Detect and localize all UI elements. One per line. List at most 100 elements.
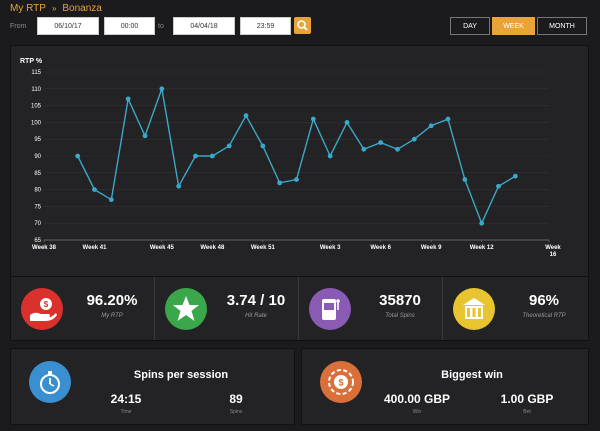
- svg-text:$: $: [44, 300, 49, 309]
- period-week-button[interactable]: WEEK: [492, 17, 535, 35]
- stat-label: My RTP: [101, 313, 123, 319]
- x-tick-label: 16: [550, 252, 557, 258]
- stat-theoretical-rtp: 96% Theoretical RTP: [443, 277, 587, 340]
- period-month-button[interactable]: MONTH: [537, 17, 587, 35]
- x-tick-label: Week 45: [150, 245, 175, 251]
- rtp-data-point: [108, 197, 114, 203]
- y-axis-label: RTP %: [20, 58, 43, 65]
- rtp-data-point: [176, 183, 182, 189]
- biggest-bet-label: Bet: [523, 409, 531, 415]
- x-tick-label: Week 9: [421, 245, 442, 251]
- rtp-data-point: [428, 123, 434, 129]
- rtp-data-point: [378, 140, 384, 145]
- rtp-data-point: [226, 143, 232, 149]
- y-tick-label: 110: [31, 87, 41, 93]
- rtp-line-chart: 65 70 75 80 85 90 95 100 105 110 115 Week 38 Week 4…: [20, 58, 561, 258]
- to-date-input[interactable]: 04/04/18: [173, 17, 235, 35]
- rtp-data-point: [75, 153, 81, 159]
- session-title: Spins per session: [133, 369, 229, 381]
- rtp-data-point: [496, 183, 501, 189]
- rtp-data-point: [327, 153, 333, 159]
- rtp-data-point: [479, 220, 485, 226]
- x-tick-label: Week 12: [470, 245, 495, 251]
- rtp-data-point: [361, 146, 367, 152]
- y-tick-label: 80: [34, 188, 41, 194]
- from-time-input[interactable]: 00:00: [104, 17, 155, 35]
- y-tick-label: 90: [34, 154, 41, 160]
- y-tick-label: 70: [34, 221, 41, 227]
- x-tick-label: Week 48: [200, 245, 225, 251]
- stopwatch-icon: [29, 361, 71, 403]
- stat-value: 3.74 / 10: [226, 292, 286, 309]
- rtp-data-point: [277, 180, 283, 186]
- to-label: to: [158, 23, 164, 30]
- stat-my-rtp: $ 96.20% My RTP: [11, 277, 155, 340]
- search-icon: [297, 20, 308, 31]
- rtp-data-point: [193, 153, 198, 159]
- from-date-input[interactable]: 06/10/17: [37, 17, 99, 35]
- casino-chip-icon: $: [320, 361, 362, 403]
- breadcrumb-root[interactable]: My RTP: [10, 3, 46, 14]
- stat-value: 96.20%: [86, 292, 138, 309]
- x-tick-label: Week: [545, 245, 561, 251]
- slot-machine-icon: [309, 288, 351, 330]
- biggest-bet-value: 1.00 GBP: [500, 392, 554, 406]
- rtp-data-point: [294, 177, 299, 182]
- x-tick-label: Week 41: [83, 245, 108, 251]
- rtp-chart-panel: 65 70 75 80 85 90 95 100 105 110 115 Week 38 Week 4…: [10, 45, 589, 277]
- rtp-data-point: [512, 173, 518, 179]
- rtp-data-point: [209, 153, 215, 159]
- rtp-data-point: [395, 146, 400, 152]
- breadcrumb: My RTP » Bonanza: [10, 3, 102, 14]
- stat-label: Hit Rate: [245, 313, 267, 319]
- search-button[interactable]: [294, 17, 311, 34]
- spins-per-session-panel: Spins per session 24:15 Time 89 Spins: [10, 348, 295, 425]
- stat-value: 96%: [528, 292, 560, 309]
- rtp-data-point: [445, 116, 451, 122]
- y-tick-label: 115: [31, 70, 41, 76]
- session-spins-label: Spins: [229, 409, 243, 415]
- rtp-data-point: [344, 120, 350, 125]
- x-tick-label: Week 38: [32, 245, 57, 251]
- to-time-input[interactable]: 23:59: [240, 17, 291, 35]
- biggest-win-label: Win: [412, 409, 422, 415]
- date-filter-bar: From 06/10/17 00:00 to 04/04/18 23:59 DA…: [10, 17, 590, 37]
- session-spins-value: 89: [229, 392, 243, 406]
- session-time-value: 24:15: [110, 392, 142, 406]
- rtp-data-point: [411, 136, 417, 142]
- session-time-label: Time: [120, 409, 132, 415]
- rtp-data-point: [125, 96, 131, 102]
- rtp-data-point: [92, 187, 97, 193]
- svg-text:$: $: [338, 378, 343, 388]
- breadcrumb-separator: »: [51, 4, 57, 13]
- y-tick-label: 75: [34, 204, 41, 210]
- rtp-data-point: [142, 133, 148, 139]
- x-tick-label: Week 51: [251, 245, 276, 251]
- y-tick-label: 95: [34, 137, 41, 143]
- stat-total-spins: 35870 Total Spins: [299, 277, 443, 340]
- y-tick-label: 85: [34, 171, 41, 177]
- building-icon: [453, 288, 495, 330]
- stat-value: 35870: [379, 292, 421, 309]
- x-tick-label: Week 6: [370, 245, 391, 251]
- biggest-win-panel: $ Biggest win 400.00 GBP Win 1.00 GBP Be…: [301, 348, 589, 425]
- y-tick-label: 100: [31, 120, 42, 126]
- y-tick-label: 65: [34, 238, 41, 244]
- stat-label: Total Spins: [385, 313, 415, 319]
- rtp-data-point: [310, 116, 316, 122]
- rtp-data-point: [159, 86, 165, 92]
- period-day-button[interactable]: DAY: [450, 17, 490, 35]
- y-tick-label: 105: [31, 104, 42, 110]
- breadcrumb-current: Bonanza: [62, 3, 102, 14]
- hand-coin-icon: $: [21, 288, 63, 330]
- star-icon: [165, 288, 207, 330]
- from-label: From: [10, 23, 27, 30]
- rtp-data-point: [260, 143, 266, 149]
- stat-hit-rate: 3.74 / 10 Hit Rate: [155, 277, 299, 340]
- rtp-data-point: [243, 113, 249, 119]
- x-tick-label: Week 3: [320, 245, 341, 251]
- biggest-win-value: 400.00 GBP: [383, 392, 451, 406]
- biggest-win-title: Biggest win: [441, 369, 503, 381]
- stats-row: $ 96.20% My RTP 3.74 / 10 Hit Rate 35870…: [10, 276, 589, 341]
- stat-label: Theoretical RTP: [522, 313, 566, 319]
